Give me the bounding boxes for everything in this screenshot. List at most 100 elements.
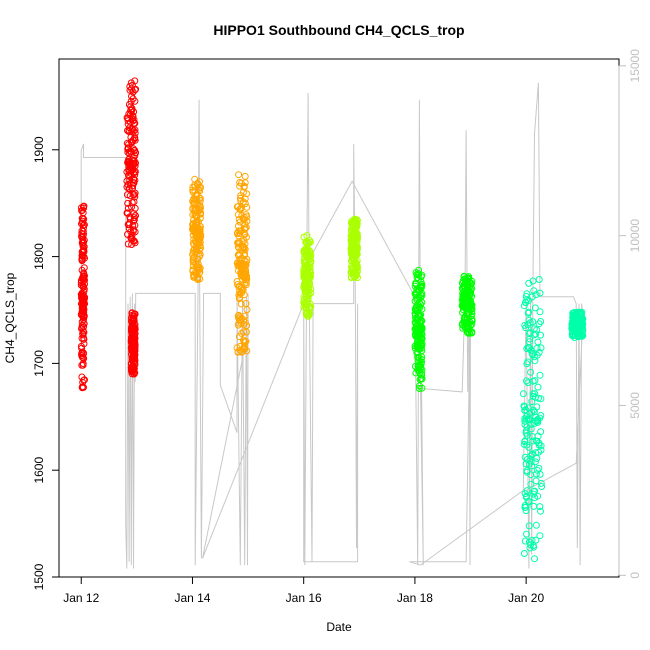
point bbox=[235, 244, 243, 252]
point bbox=[81, 254, 88, 262]
point bbox=[578, 316, 586, 324]
point bbox=[411, 362, 419, 370]
point bbox=[131, 239, 139, 247]
point bbox=[529, 437, 537, 445]
point bbox=[411, 319, 419, 326]
point bbox=[414, 311, 422, 319]
point bbox=[128, 199, 136, 207]
point bbox=[350, 219, 357, 226]
point bbox=[79, 312, 87, 320]
point bbox=[524, 321, 532, 329]
point bbox=[80, 248, 88, 255]
point bbox=[130, 226, 137, 234]
point bbox=[192, 239, 200, 247]
point bbox=[532, 477, 540, 485]
point bbox=[78, 321, 86, 329]
point bbox=[522, 299, 530, 307]
point bbox=[523, 487, 531, 495]
point bbox=[77, 204, 85, 212]
point bbox=[352, 249, 360, 257]
point bbox=[533, 344, 541, 352]
point bbox=[531, 555, 538, 563]
point bbox=[460, 282, 468, 290]
point bbox=[534, 338, 542, 346]
point bbox=[416, 358, 424, 366]
point bbox=[520, 550, 528, 557]
point bbox=[128, 85, 136, 93]
x-axis-label: Date bbox=[326, 620, 352, 634]
point bbox=[352, 263, 360, 271]
point bbox=[531, 494, 539, 502]
point bbox=[351, 224, 359, 231]
point bbox=[526, 335, 534, 343]
point bbox=[532, 291, 540, 299]
point bbox=[525, 344, 533, 352]
point bbox=[530, 543, 538, 551]
point bbox=[242, 328, 250, 336]
point bbox=[523, 530, 530, 538]
point bbox=[243, 322, 251, 330]
point bbox=[129, 117, 137, 125]
point bbox=[522, 507, 530, 515]
point bbox=[235, 171, 243, 179]
point bbox=[131, 335, 138, 343]
point bbox=[303, 273, 311, 281]
point bbox=[236, 282, 244, 290]
point bbox=[415, 385, 423, 392]
point bbox=[241, 312, 249, 320]
point bbox=[521, 421, 529, 428]
point bbox=[523, 290, 531, 298]
point bbox=[301, 269, 309, 277]
point bbox=[129, 191, 137, 199]
altitude-layer bbox=[80, 82, 584, 569]
point bbox=[351, 267, 359, 275]
point bbox=[528, 462, 536, 470]
point bbox=[189, 221, 197, 229]
point bbox=[125, 225, 133, 233]
chart-title: HIPPO1 Southbound CH4_QCLS_trop bbox=[213, 22, 464, 38]
point bbox=[416, 376, 424, 383]
point bbox=[131, 361, 139, 369]
point bbox=[80, 293, 87, 301]
point bbox=[570, 321, 578, 329]
point bbox=[236, 218, 244, 226]
point bbox=[197, 209, 205, 217]
point bbox=[537, 344, 545, 352]
point bbox=[239, 188, 247, 196]
point bbox=[537, 395, 545, 403]
point bbox=[78, 307, 86, 315]
point bbox=[352, 232, 360, 240]
point bbox=[528, 451, 536, 459]
point bbox=[78, 361, 86, 369]
point bbox=[418, 298, 426, 306]
point bbox=[234, 211, 242, 219]
point bbox=[531, 304, 539, 312]
point bbox=[535, 464, 543, 472]
point bbox=[131, 119, 139, 127]
point bbox=[124, 148, 132, 156]
y-axis-label: CH4_QCLS_trop bbox=[3, 272, 17, 363]
point bbox=[304, 293, 312, 301]
point bbox=[80, 221, 87, 229]
point bbox=[129, 349, 137, 357]
point bbox=[533, 466, 541, 474]
point bbox=[468, 285, 476, 292]
point bbox=[79, 283, 87, 291]
point bbox=[459, 309, 467, 317]
series-5 bbox=[300, 232, 315, 320]
series-7 bbox=[411, 266, 426, 392]
point bbox=[532, 536, 540, 544]
point bbox=[416, 362, 424, 369]
point bbox=[196, 251, 204, 258]
point bbox=[538, 483, 546, 490]
point bbox=[532, 470, 540, 478]
point bbox=[301, 300, 308, 307]
point bbox=[192, 260, 200, 268]
point bbox=[305, 304, 313, 311]
point bbox=[80, 269, 88, 277]
point bbox=[124, 240, 132, 248]
x-tick-label: Jan 14 bbox=[174, 591, 210, 605]
point bbox=[235, 222, 242, 230]
y2-tick-label: 0 bbox=[628, 572, 642, 579]
